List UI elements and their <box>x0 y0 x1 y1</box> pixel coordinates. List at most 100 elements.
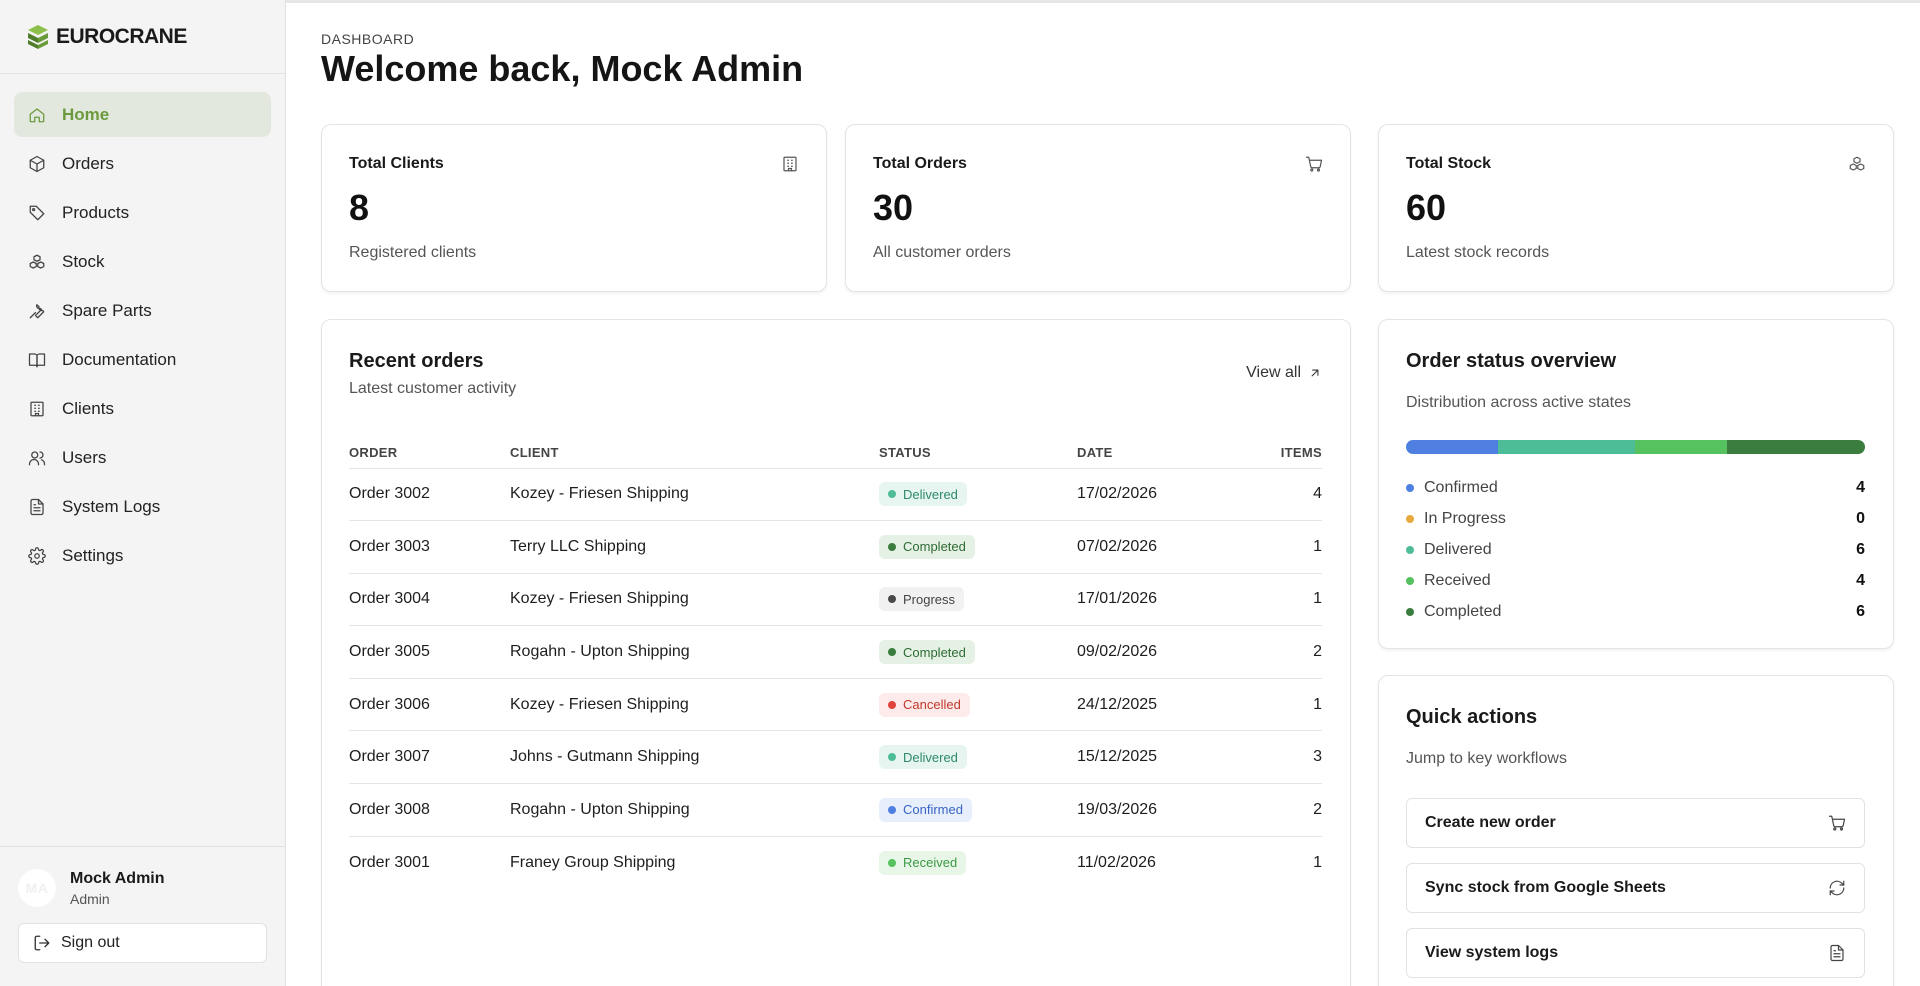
quick-actions-subtitle: Jump to key workflows <box>1406 750 1567 767</box>
building-icon <box>781 155 799 173</box>
avatar: MA <box>18 869 56 907</box>
brand[interactable]: EUROCRANE <box>0 0 285 74</box>
legend-value: 0 <box>1856 509 1865 527</box>
legend-dot <box>1406 514 1414 523</box>
sidebar-item-label: Clients <box>62 398 114 418</box>
table-row[interactable]: Order 3004 Kozey - Friesen Shipping Progre… <box>349 573 1322 627</box>
sidebar-item-orders[interactable]: Orders <box>14 141 271 186</box>
client-name: Rogahn - Upton Shipping <box>510 625 879 679</box>
logout-icon <box>34 935 50 951</box>
client-name: Johns - Gutmann Shipping <box>510 730 879 785</box>
file-text-icon <box>28 498 46 516</box>
sidebar-item-label: Orders <box>62 153 114 173</box>
sign-out-button[interactable]: Sign out <box>18 923 267 963</box>
sidebar-footer: MA Mock Admin Admin Sign out <box>0 846 285 986</box>
sidebar-item-system-logs[interactable]: System Logs <box>14 484 271 529</box>
sidebar-item-label: Users <box>62 447 107 467</box>
order-id[interactable]: Order 3004 <box>349 573 510 627</box>
order-items: 2 <box>1237 625 1322 679</box>
table-row[interactable]: Order 3001 Franey Group Shipping Received 1… <box>349 836 1322 889</box>
order-date: 11/02/2026 <box>1077 853 1156 871</box>
legend-item: In Progress 0 <box>1406 503 1865 534</box>
order-date: 24/12/2025 <box>1077 678 1237 732</box>
table-row[interactable]: Order 3002 Kozey - Friesen Shipping Delive… <box>349 468 1322 522</box>
view-all-link[interactable]: View all <box>1246 364 1322 382</box>
building-icon <box>28 400 46 418</box>
order-id[interactable]: Order 3005 <box>349 625 510 679</box>
column-header-status[interactable]: STATUS <box>879 438 1077 469</box>
table-row[interactable]: Order 3007 Johns - Gutmann Shipping Delive… <box>349 730 1322 785</box>
status-badge: Delivered <box>879 482 967 507</box>
wrench-icon <box>28 302 46 320</box>
boxes-icon <box>1848 155 1866 173</box>
order-id[interactable]: Order 3008 <box>349 783 510 837</box>
sidebar-item-label: Products <box>62 202 130 222</box>
status-cell: Progress <box>879 573 1077 627</box>
view-system-logs-button[interactable]: View system logs <box>1406 928 1865 978</box>
order-items: 3 <box>1237 730 1322 785</box>
status-cell: Delivered <box>879 730 1077 785</box>
table-row[interactable]: Order 3003 Terry LLC Shipping Completed 07/… <box>349 520 1322 574</box>
column-header-date[interactable]: DATE <box>1077 438 1237 469</box>
status-dot <box>888 753 896 762</box>
status-cell: Completed <box>879 520 1077 574</box>
sidebar-item-label: Home <box>62 104 110 124</box>
sidebar-item-label: Stock <box>62 251 105 271</box>
legend-value: 6 <box>1856 602 1865 620</box>
order-id[interactable]: Order 3002 <box>349 468 510 522</box>
client-name: Kozey - Friesen Shipping <box>510 468 879 522</box>
page-title: Welcome back, Mock Admin <box>321 48 804 89</box>
status-label: Confirmed <box>903 802 963 818</box>
gear-icon <box>28 546 46 565</box>
status-badge: Delivered <box>879 745 967 770</box>
cart-icon <box>1305 155 1323 173</box>
legend-item: Received 4 <box>1406 565 1865 596</box>
sidebar-item-spare-parts[interactable]: Spare Parts <box>14 288 271 333</box>
order-items: 1 <box>1237 678 1322 732</box>
status-distribution-bar <box>1406 440 1865 454</box>
orders-table: ORDER CLIENT STATUS DATE ITEMS Order 300… <box>349 438 1322 889</box>
sidebar-item-label: Documentation <box>62 349 177 369</box>
sign-out-label: Sign out <box>61 934 120 951</box>
tag-icon <box>28 204 46 222</box>
stat-value: 60 <box>1406 187 1447 228</box>
sidebar-item-settings[interactable]: Settings <box>14 533 271 578</box>
column-header-client[interactable]: CLIENT <box>510 438 879 469</box>
sidebar-item-products[interactable]: Products <box>14 190 271 235</box>
table-row[interactable]: Order 3005 Rogahn - Upton Shipping Complet… <box>349 625 1322 679</box>
sidebar-item-clients[interactable]: Clients <box>14 386 271 431</box>
legend-label: Confirmed <box>1424 478 1498 496</box>
sidebar-item-label: Settings <box>62 545 124 565</box>
table-row[interactable]: Order 3008 Rogahn - Upton Shipping Confirm… <box>349 783 1322 837</box>
legend-value: 4 <box>1856 571 1865 589</box>
stat-value: 30 <box>873 187 914 228</box>
order-id[interactable]: Order 3003 <box>349 520 510 574</box>
sidebar-item-users[interactable]: Users <box>14 435 271 480</box>
sidebar-item-documentation[interactable]: Documentation <box>14 337 271 382</box>
column-header-items[interactable]: ITEMS <box>1237 438 1322 469</box>
stat-title: Total Clients <box>349 155 444 172</box>
status-overview-card: Order status overview Distribution acros… <box>1378 319 1894 649</box>
sync-stock-button[interactable]: Sync stock from Google Sheets <box>1406 863 1865 913</box>
sidebar-item-home[interactable]: Home <box>14 92 271 137</box>
recent-orders-title: Recent orders <box>349 350 484 372</box>
file-text-icon <box>1830 944 1844 962</box>
sidebar-item-stock[interactable]: Stock <box>14 239 271 284</box>
order-date: 09/02/2026 <box>1077 625 1237 679</box>
column-header-order[interactable]: ORDER <box>349 438 510 469</box>
stat-title: Total Orders <box>873 155 967 172</box>
order-id[interactable]: Order 3006 <box>349 678 510 732</box>
create-new-order-button[interactable]: Create new order <box>1406 798 1865 848</box>
recent-orders-card: Recent orders Latest customer activity V… <box>321 319 1351 986</box>
table-header-row: ORDER CLIENT STATUS DATE ITEMS <box>349 438 1322 469</box>
table-row[interactable]: Order 3006 Kozey - Friesen Shipping Cancel… <box>349 678 1322 732</box>
sidebar-item-label: System Logs <box>62 496 161 516</box>
user-role: Admin <box>70 890 110 907</box>
users-icon <box>28 449 46 467</box>
order-id[interactable]: Order 3007 <box>349 730 510 785</box>
order-id[interactable]: Order 3001 <box>349 853 430 871</box>
user-profile[interactable]: MA Mock Admin Admin <box>18 867 267 909</box>
order-date: 07/02/2026 <box>1077 520 1237 574</box>
status-cell: Cancelled <box>879 678 1077 732</box>
home-icon <box>28 106 46 124</box>
